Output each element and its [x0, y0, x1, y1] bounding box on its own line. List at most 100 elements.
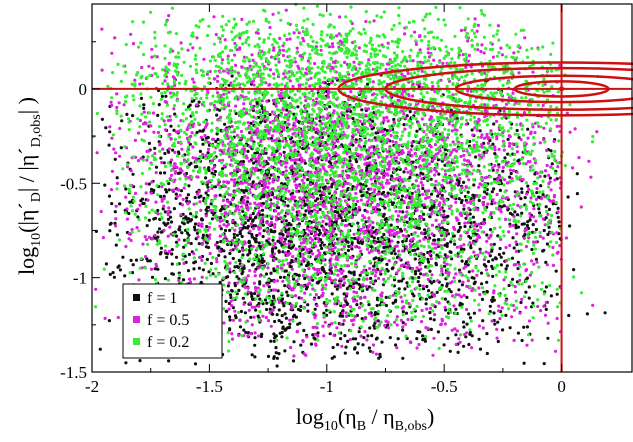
- data-point-series-1: [402, 112, 406, 116]
- data-point-series-0: [100, 117, 104, 121]
- data-point-series-0: [390, 267, 394, 271]
- data-point-series-1: [272, 257, 276, 261]
- data-point-series-0: [369, 276, 373, 280]
- data-point-series-0: [174, 255, 179, 259]
- data-point-series-1: [493, 163, 497, 168]
- data-point-series-1: [361, 283, 365, 287]
- data-point-series-1: [125, 207, 129, 211]
- data-point-series-0: [197, 100, 201, 104]
- data-point-series-0: [113, 221, 117, 225]
- data-point-series-0: [299, 304, 303, 309]
- data-point-series-0: [240, 272, 244, 276]
- data-point-series-1: [307, 207, 311, 211]
- data-point-series-1: [202, 57, 206, 61]
- data-point-series-0: [224, 299, 228, 303]
- data-point-series-1: [304, 353, 308, 357]
- data-point-series-1: [491, 198, 495, 202]
- data-point-series-0: [417, 193, 421, 197]
- data-point-series-0: [166, 221, 170, 225]
- data-point-series-1: [342, 319, 346, 323]
- data-point-series-0: [477, 198, 481, 203]
- data-point-series-0: [234, 316, 238, 320]
- data-point-series-1: [295, 189, 299, 193]
- data-point-series-1: [115, 105, 119, 109]
- data-point-series-0: [201, 233, 205, 237]
- data-point-series-1: [302, 175, 306, 179]
- data-point-series-0: [515, 128, 519, 133]
- data-point-series-1: [286, 212, 290, 216]
- data-point-series-1: [368, 223, 372, 227]
- data-point-series-1: [466, 221, 470, 225]
- data-point-series-1: [333, 190, 337, 194]
- data-point-series-0: [291, 314, 296, 319]
- data-point-series-1: [218, 219, 222, 223]
- data-point-series-0: [248, 216, 252, 220]
- data-point-series-1: [297, 31, 301, 35]
- data-point-series-1: [499, 210, 503, 214]
- data-point-series-1: [199, 208, 203, 212]
- data-point-series-0: [276, 239, 280, 243]
- data-point-series-0: [170, 262, 174, 266]
- data-point-series-1: [386, 173, 390, 177]
- data-point-series-1: [538, 141, 542, 145]
- data-point-series-1: [367, 311, 371, 315]
- data-point-series-0: [185, 196, 189, 200]
- data-point-series-0: [354, 281, 358, 285]
- data-point-series-0: [390, 174, 394, 178]
- data-point-series-1: [508, 243, 512, 248]
- data-point-series-1: [316, 161, 320, 165]
- data-point-series-0: [199, 194, 203, 198]
- data-point-series-1: [495, 137, 499, 141]
- data-point-series-0: [216, 137, 220, 142]
- data-point-series-1: [238, 226, 242, 231]
- data-point-series-0: [492, 122, 496, 126]
- data-point-series-0: [383, 206, 387, 210]
- data-point-series-0: [374, 337, 378, 341]
- data-point-series-1: [445, 262, 449, 266]
- data-point-series-0: [273, 319, 277, 324]
- data-point-series-0: [210, 171, 214, 175]
- data-point-series-0: [484, 264, 488, 268]
- data-point-series-0: [257, 301, 261, 306]
- data-point-series-1: [225, 224, 229, 228]
- data-point-series-0: [192, 225, 197, 229]
- data-point-series-0: [512, 246, 516, 250]
- data-point-series-1: [532, 215, 536, 219]
- data-point-series-0: [436, 238, 440, 242]
- data-point-series-0: [265, 301, 269, 305]
- data-point-series-0: [418, 297, 422, 301]
- data-point-series-1: [188, 277, 192, 281]
- data-point-series-0: [336, 343, 340, 347]
- data-point-series-1: [476, 234, 480, 238]
- data-point-series-0: [111, 271, 115, 275]
- data-point-series-0: [485, 332, 489, 336]
- data-point-series-1: [479, 49, 483, 54]
- data-point-series-1: [218, 224, 222, 228]
- data-point-series-0: [304, 209, 308, 213]
- data-point-series-0: [284, 219, 288, 223]
- data-point-series-1: [487, 236, 491, 240]
- data-point-series-0: [492, 187, 496, 191]
- data-point-series-0: [525, 223, 530, 228]
- data-point-series-0: [472, 311, 476, 315]
- data-point-series-0: [249, 121, 253, 125]
- data-point-series-0: [550, 162, 554, 166]
- data-point-series-1: [464, 122, 468, 126]
- data-point-series-1: [164, 128, 168, 132]
- data-point-series-0: [277, 308, 281, 312]
- data-point-series-1: [482, 51, 486, 55]
- data-point-series-0: [317, 296, 321, 300]
- data-point-series-1: [335, 326, 339, 330]
- data-point-series-0: [442, 228, 446, 232]
- data-point-series-1: [308, 84, 312, 88]
- data-point-series-0: [490, 249, 494, 253]
- data-point-series-1: [329, 257, 333, 261]
- data-point-series-1: [216, 183, 220, 187]
- data-point-series-0: [410, 144, 414, 148]
- data-point-series-0: [432, 279, 436, 283]
- data-point-series-0: [419, 272, 423, 276]
- data-point-series-0: [416, 226, 420, 230]
- data-point-series-1: [289, 287, 293, 291]
- data-point-series-0: [443, 297, 447, 301]
- data-point-series-0: [401, 210, 405, 214]
